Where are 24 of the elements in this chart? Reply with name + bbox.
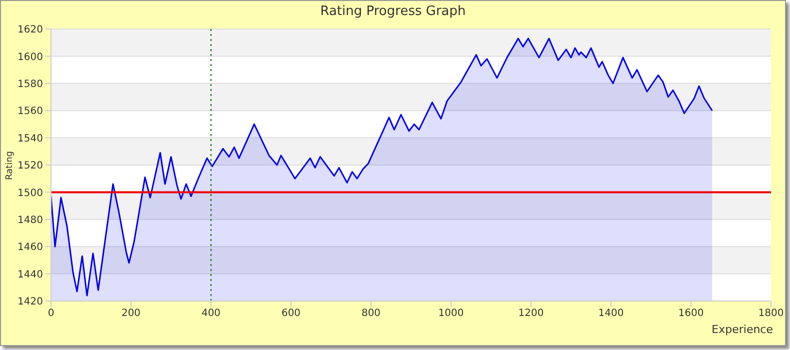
y-tick-label: 1500 [18, 188, 43, 199]
y-tick-label: 1520 [18, 160, 43, 172]
y-tick-label: 1600 [18, 52, 43, 63]
chart-title: Rating Progress Graph [319, 4, 467, 19]
x-tick-label: 600 [281, 308, 301, 320]
x-tick-label: 800 [361, 308, 381, 320]
x-tick-label: 1800 [758, 308, 784, 320]
y-tick-label: 1460 [18, 242, 43, 254]
y-tick-label: 1420 [18, 296, 43, 308]
y-axis-title: Rating [5, 151, 15, 180]
x-tick-label: 1000 [438, 308, 464, 320]
y-tick-label: 1540 [18, 133, 43, 144]
x-tick-label: 1400 [598, 308, 624, 320]
x-tick-label: 200 [121, 308, 141, 320]
y-tick-label: 1440 [18, 269, 43, 280]
y-tick-label: 1480 [18, 214, 43, 226]
x-tick-label: 1200 [518, 308, 544, 320]
y-tick-label: 1560 [18, 106, 43, 118]
y-tick-label: 1580 [18, 78, 43, 90]
y-tick-label: 1620 [18, 24, 43, 36]
x-tick-label: 400 [201, 308, 221, 320]
x-tick-label: 1600 [678, 308, 704, 320]
x-tick-label: 0 [48, 308, 54, 320]
x-axis-title: Experience [712, 323, 773, 336]
